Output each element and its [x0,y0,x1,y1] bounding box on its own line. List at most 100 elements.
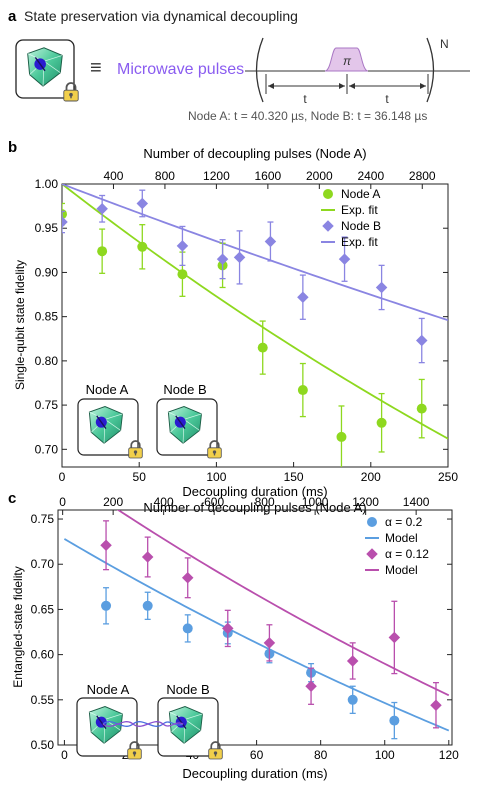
data-point [376,417,387,428]
panel-a-title: State preservation via dynamical decoupl… [24,8,298,24]
data-point [416,403,427,414]
legend-swatch [366,548,378,560]
top-tick-label: 0 [59,495,66,509]
panel-c-top-axis-title: Number of decoupling pulses (Node A) [143,500,366,515]
data-point [136,197,149,210]
pulse-times: Node A: t = 40.320 µs, Node B: t = 36.14… [188,109,427,123]
data-point [430,699,442,711]
data-point [336,431,347,442]
top-tick-label: 2800 [409,169,436,183]
top-tick-label: 200 [103,495,123,509]
panel-b: b Number of decoupling pulses (Node A) S… [8,139,458,499]
panel-b-letter: b [8,139,17,156]
panel-c-letter: c [8,490,16,507]
panel-c-x-axis-title: Decoupling duration (ms) [182,766,327,781]
panel-b-plot-area [62,184,448,467]
panel-b-y-axis-title: Single-qubit state fidelity [13,260,27,390]
y-tick-label: 0.65 [31,602,55,616]
legend-swatch [367,517,377,527]
y-tick-label: 0.55 [31,693,55,707]
data-point [338,253,351,265]
x-tick-label: 150 [284,470,304,484]
panel-a-letter: a [8,8,17,25]
data-point [297,385,308,396]
y-tick-label: 0.90 [35,265,59,279]
fit-curve [62,184,448,440]
x-tick-label: 60 [250,748,264,762]
legend-swatch [323,189,333,199]
top-tick-label: 800 [255,495,275,509]
top-tick-label: 1400 [403,495,430,509]
y-tick-label: 0.75 [31,512,55,526]
data-point [305,680,317,692]
data-point [182,623,193,634]
legend-label: Node A [341,187,380,201]
y-tick-label: 0.70 [35,442,59,456]
data-point [297,291,309,303]
panel-a: a State preservation via dynamical decou… [8,8,470,123]
y-tick-label: 0.70 [31,557,55,571]
data-point [100,539,112,551]
data-point [181,572,194,584]
data-point [346,655,359,667]
panel-b-frame [61,183,449,468]
inset-node-a: Node A [77,382,144,459]
data-point [263,637,276,649]
data-point [96,203,108,215]
entanglement-link [102,721,184,727]
top-tick-label: 1200 [352,495,379,509]
data-point [62,216,68,228]
legend-label: Exp. fit [341,235,378,249]
x-tick-label: 50 [133,470,147,484]
y-tick-label: 0.95 [35,221,59,235]
x-tick-label: 0 [61,748,68,762]
panel-c-plot-area [63,510,450,740]
data-point [177,269,188,280]
inset-label-node-a: Node A [86,382,129,397]
panel-b-x-axis-title: Decoupling duration (ms) [182,484,327,499]
y-tick-label: 0.75 [35,398,59,412]
x-tick-label: 0 [59,470,66,484]
microwave-pulses-label: Microwave pulses [117,61,244,78]
top-tick-label: 400 [103,169,123,183]
top-tick-label: 1600 [255,169,282,183]
legend-label: Exp. fit [341,203,378,217]
data-point [97,246,108,257]
equivalence-symbol: ≡ [90,57,102,79]
legend-label: Model [385,531,418,545]
y-tick-label: 0.50 [31,738,55,752]
top-tick-label: 1200 [203,169,230,183]
data-point [347,694,358,705]
y-tick-label: 0.80 [35,354,59,368]
legend-label: α = 0.2 [385,515,423,529]
data-point [389,715,400,726]
panel-c-ticks: 0204060801001200200400600800100012001400… [31,495,459,762]
data-point [233,251,246,264]
panel-c: c Number of decoupling pulses (Node A) E… [8,490,459,781]
top-tick-label: 2400 [357,169,384,183]
x-tick-label: 100 [206,470,226,484]
inset-label-node-b: Node B [166,682,209,697]
fit-curve [63,538,450,732]
data-point [264,235,277,248]
top-tick-label: 800 [155,169,175,183]
panel-c-legend: α = 0.2 Model α = 0.12 Model [365,515,429,577]
x-tick-label: 100 [375,748,395,762]
panel-c-y-axis-title: Entangled-state fidelity [11,566,25,687]
data-point [416,334,428,347]
t-label-left: t [303,92,307,106]
x-tick-label: 250 [438,470,458,484]
x-tick-label: 80 [314,748,328,762]
inset-node-b: Node B [156,382,223,459]
y-tick-label: 0.60 [31,648,55,662]
panel-b-ticks: 0 50 100 150 200 250 400 800 1200 1600 2000 2400 280… [35,169,459,484]
t-label-right: t [385,92,389,106]
data-point [101,600,112,611]
x-tick-label: 120 [439,748,459,762]
inset-label-node-a: Node A [87,682,130,697]
data-point [137,241,148,252]
data-point [216,253,229,265]
legend-label: α = 0.12 [385,547,429,561]
panel-b-top-axis-title: Number of decoupling pulses (Node A) [143,146,366,161]
